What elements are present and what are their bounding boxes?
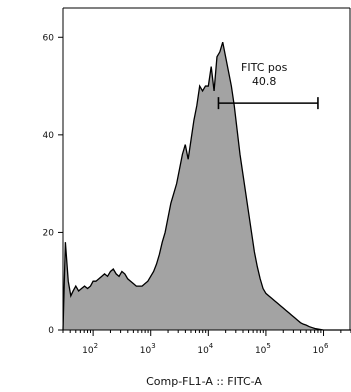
x-tick-label: 105 — [255, 342, 271, 356]
x-tick-label: 106 — [313, 342, 329, 356]
gate-name-label: FITC pos — [241, 61, 288, 74]
plot-area — [62, 41, 351, 331]
y-tick-label: 20 — [43, 228, 55, 238]
y-tick-label: 40 — [43, 131, 55, 141]
y-tick-label: 0 — [48, 326, 54, 336]
y-tick-label: 60 — [43, 33, 55, 43]
y-axis-ticks: 0 20 40 60 — [43, 33, 63, 336]
x-axis-ticks: 102 103 104 105 106 — [62, 330, 351, 356]
histogram-area — [63, 42, 351, 331]
x-tick-label: 104 — [197, 342, 213, 356]
histogram-outline — [62, 41, 351, 331]
x-tick-label: 103 — [140, 342, 156, 356]
x-tick-label: 102 — [82, 342, 98, 356]
x-axis-title: Comp-FL1-A :: FITC-A — [146, 375, 262, 388]
fitc-pos-gate[interactable]: FITC pos 40.8 — [217, 61, 319, 110]
gate-percent-label: 40.8 — [252, 75, 277, 88]
